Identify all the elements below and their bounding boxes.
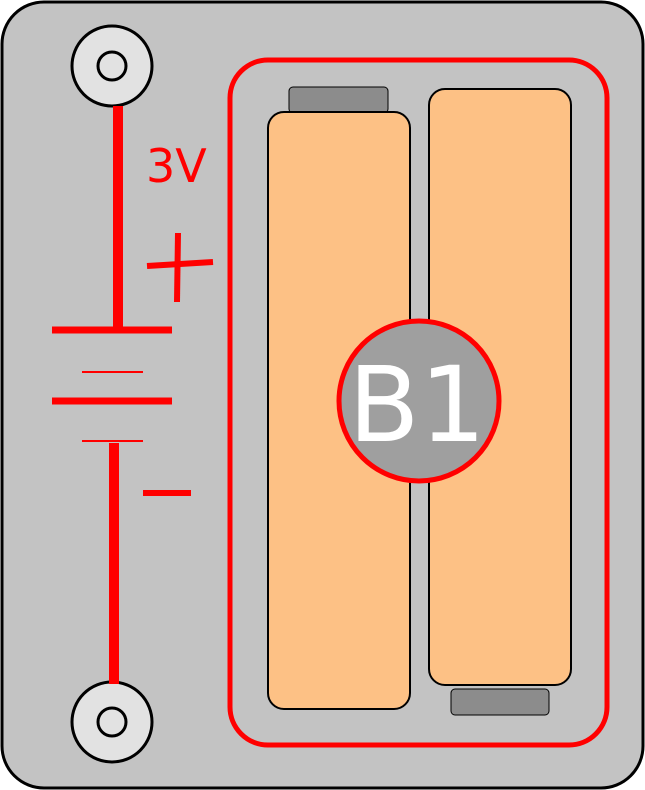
positive-sign-icon (146, 232, 214, 303)
voltage-label: 3V (146, 139, 207, 193)
component-id-label: B1 (348, 344, 486, 466)
battery-schematic-icon (52, 106, 172, 684)
battery-holder-outline (227, 57, 610, 748)
bottom-terminal-icon[interactable] (70, 680, 154, 764)
component-id-badge (336, 318, 502, 484)
left-cell-contact (288, 86, 389, 114)
top-terminal-icon[interactable] (70, 24, 154, 108)
right-cell-contact (450, 688, 550, 716)
